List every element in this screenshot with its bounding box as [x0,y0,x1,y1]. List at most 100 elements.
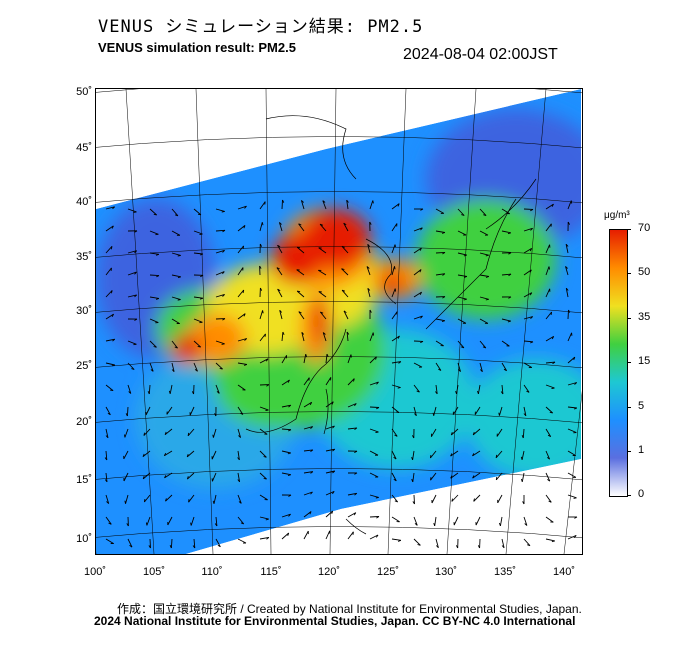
wind-arrow-head [419,269,422,273]
wind-arrow-head [567,221,570,225]
wind-arrow-head [551,336,555,340]
wind-arrow [215,229,226,232]
wind-arrow [259,201,266,210]
wind-arrow-head [331,510,334,514]
wind-arrow-head [412,435,415,439]
wind-arrow [298,311,305,320]
wind-arrow-head [549,411,553,414]
wind-arrow-head [530,209,534,212]
wind-arrow [457,208,465,216]
lon-label-135: 135˚ [493,566,517,578]
wind-arrow-head [354,492,358,496]
colorbar-mark [627,495,631,496]
wind-arrow-head [238,501,242,504]
wind-arrow-head [142,475,145,480]
wind-arrow-head [529,248,533,252]
wind-arrow-head [550,311,553,315]
wind-arrow-head [222,229,226,233]
wind-arrow [123,450,129,460]
coastlines [245,115,537,535]
wind-arrow [451,494,459,502]
wind-arrow-head [126,523,129,527]
wind-arrow [215,384,220,394]
wind-arrow [498,406,503,416]
colorbar-tick-70: 70 [638,222,651,234]
wind-arrow-head [565,287,569,291]
wind-arrow-head [450,453,453,457]
colorbar-unit: μg/m³ [604,210,630,221]
wind-arrow [474,406,481,415]
wind-arrow [523,269,532,276]
wind-arrow [567,332,573,342]
wind-arrow-head [366,266,370,269]
wind-arrow-head [164,475,167,479]
colorbar-mark [627,407,631,408]
wind-arrow [545,494,552,503]
wind-arrow [479,252,489,256]
wind-arrow-head [200,274,204,278]
wind-arrow [341,245,349,254]
wind-arrow [522,428,525,439]
wind-arrow-head [310,491,313,495]
wind-arrow [237,245,244,254]
wind-arrow-head [523,413,527,417]
wind-arrow-head [527,544,531,547]
wind-arrow-head [133,211,137,213]
wind-arrow-head [435,545,439,549]
wind-arrow-head [134,294,138,298]
wind-arrow [301,332,305,342]
wind-arrow [215,538,221,548]
wind-arrow-head [396,411,400,414]
wind-arrow-head [520,478,523,482]
wind-arrow-head [451,498,454,502]
wind-arrow-head [305,354,308,358]
wind-arrow [105,406,111,416]
wind-arrow [347,378,355,386]
wind-arrow [479,230,489,236]
wind-arrow-head [573,356,576,361]
lat-label-15: 15˚ [76,474,92,486]
wind-arrow [501,273,512,276]
wind-arrow-head [375,356,377,360]
wind-arrow [391,494,399,503]
wind-arrow [303,530,309,540]
colorbar-tick-0: 0 [638,488,645,500]
wind-arrow [281,331,284,342]
lat-label-50: 50˚ [76,86,92,98]
wind-arrow [127,340,137,345]
wind-arrow-head [529,269,532,273]
wind-arrow-head [354,427,358,431]
wind-arrow [237,313,246,320]
wind-arrow [237,205,247,210]
wind-arrow [347,354,352,364]
wind-arrow [215,208,225,212]
wind-arrow-head [244,205,247,209]
wind-arrow [148,384,151,395]
wind-arrow [276,267,283,276]
wind-arrow [193,230,203,235]
lon-label-110: 110˚ [201,566,223,578]
wind-arrow [523,316,533,320]
wind-arrow [319,311,327,320]
wind-arrow [391,266,395,276]
forecast-timestamp: 2024-08-04 02:00JST [403,46,558,63]
wind-arrow [453,516,459,526]
wind-arrow-head [279,222,282,225]
wind-arrow-head [375,496,379,499]
wind-arrow-head [367,243,371,247]
wind-arrow [391,361,401,364]
wind-arrow-head [143,499,146,503]
lon-label-125: 125˚ [376,566,400,578]
wind-arrow [259,450,267,458]
wind-arrow-head [259,287,263,291]
wind-arrow [567,200,572,210]
wind-arrow-head [282,331,285,335]
wind-arrow-head [524,523,528,526]
wind-arrow [567,472,577,478]
wind-arrow-head [106,501,110,504]
wind-arrow [523,248,532,254]
wind-arrow-head [530,316,534,320]
wind-arrow-head [442,252,446,255]
wind-arrow [325,470,335,474]
wind-arrow-head [110,389,114,392]
